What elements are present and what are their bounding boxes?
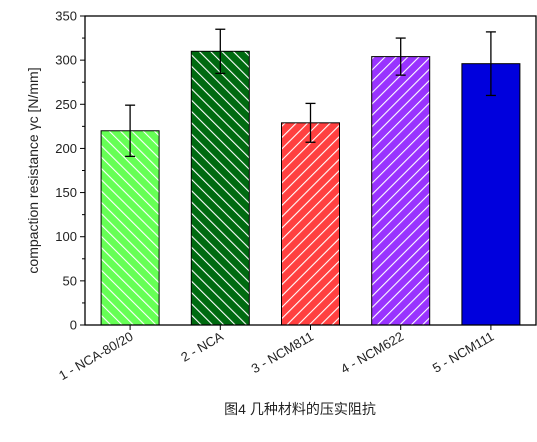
plot-frame (84, 15, 537, 326)
error-bar (125, 104, 136, 158)
error-bar (215, 28, 226, 75)
y-tick-label: 200 (55, 141, 77, 156)
y-tick-label: 350 (55, 9, 77, 24)
y-tick-label: 0 (70, 318, 77, 333)
y-tick-label: 250 (55, 97, 77, 112)
bar (100, 130, 160, 326)
bar (461, 63, 521, 326)
x-tick-label: 5 - NCM111 (430, 329, 497, 376)
x-tick-label: 1 - NCA-80/20 (56, 329, 135, 384)
y-tick-label: 100 (55, 229, 77, 244)
error-bar (305, 102, 316, 143)
x-tick-label: 2 - NCA (178, 328, 226, 364)
y-axis-label: compaction resistance γc [N/mm] (25, 67, 41, 273)
bar (371, 56, 431, 326)
y-tick-label: 300 (55, 53, 77, 68)
y-tick-label: 50 (63, 273, 77, 288)
caption: 图4 几种材料的压实阻抗 (224, 401, 376, 417)
error-bar (485, 31, 496, 97)
x-tick-label: 3 - NCM811 (249, 329, 316, 377)
bar (190, 50, 250, 326)
bar (281, 122, 340, 326)
y-tick-label: 150 (55, 185, 77, 200)
x-tick-label: 4 - NCM622 (338, 329, 406, 377)
error-bar (395, 37, 406, 76)
